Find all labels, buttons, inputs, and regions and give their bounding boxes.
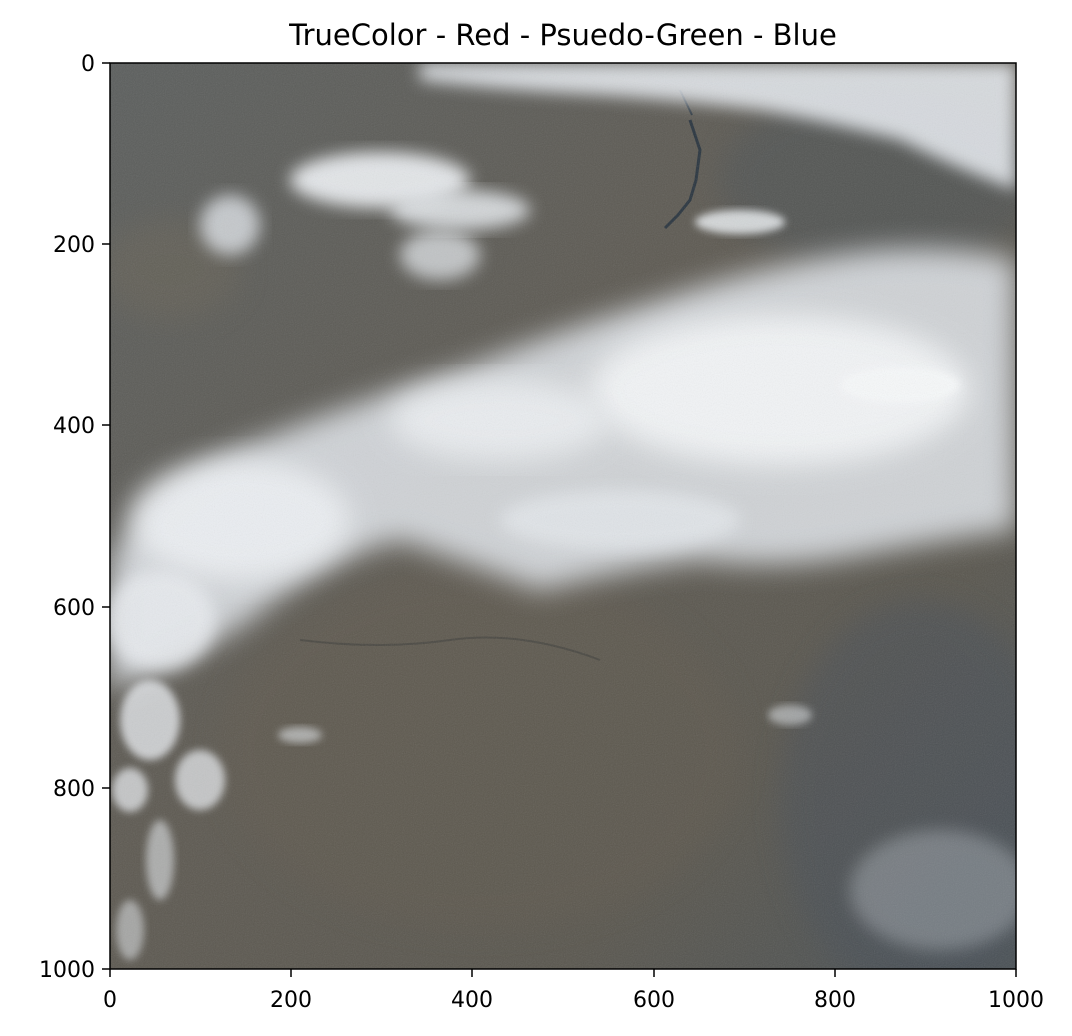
y-tick-label: 1000 bbox=[39, 958, 95, 983]
x-axis: 0 200 400 600 800 1000 bbox=[103, 969, 1044, 1013]
x-tick-label: 0 bbox=[103, 988, 117, 1013]
x-tick-label: 800 bbox=[814, 988, 856, 1013]
x-tick-label: 1000 bbox=[988, 988, 1044, 1013]
x-tick-label: 600 bbox=[633, 988, 675, 1013]
y-tick-label: 600 bbox=[53, 596, 95, 621]
y-axis: 0 200 400 600 800 1000 bbox=[39, 52, 110, 983]
x-tick-label: 400 bbox=[451, 988, 493, 1013]
x-tick-label: 200 bbox=[270, 988, 312, 1013]
y-tick-label: 200 bbox=[53, 233, 95, 258]
plot-title: TrueColor - Red - Psuedo-Green - Blue bbox=[288, 18, 837, 52]
y-tick-label: 800 bbox=[53, 777, 95, 802]
y-tick-label: 0 bbox=[81, 52, 95, 77]
satellite-image bbox=[110, 63, 1016, 969]
plot-frame bbox=[109, 62, 1017, 970]
y-tick-label: 400 bbox=[53, 414, 95, 439]
